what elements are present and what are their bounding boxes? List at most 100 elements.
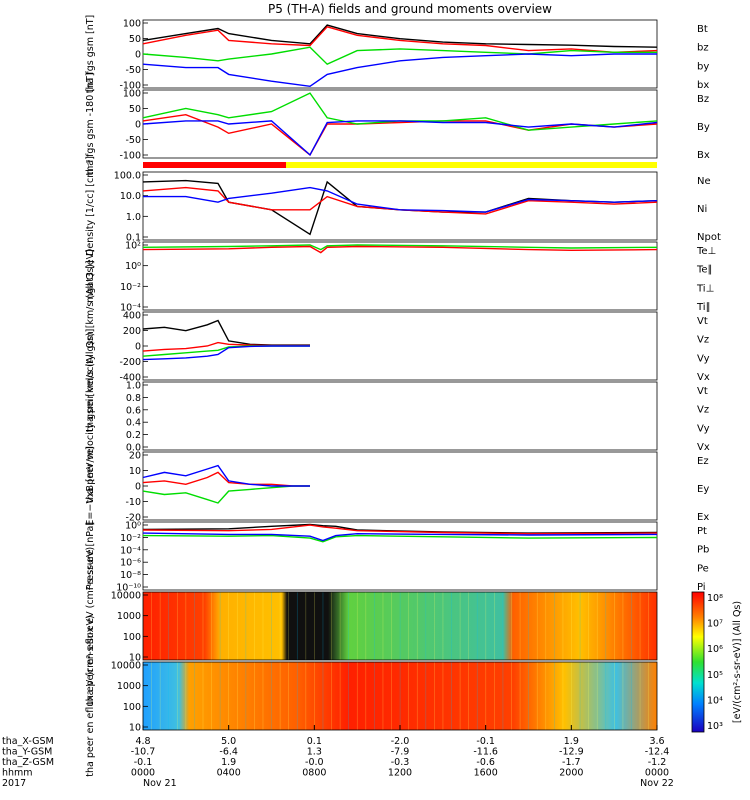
colorbar-tick-label: 10⁸ [707,593,723,604]
peer_spec-ytick-label: 100 [123,702,141,713]
bfield_fgs2-ytick-label: 0 [135,120,141,131]
x-axis-value: 0400 [217,768,241,779]
pressure-ytick-label: 10⁰ [125,521,141,532]
colorbar-ticks: 10⁸ 10⁷ 10⁶ 10⁵ 10⁴ 10³ [707,593,723,732]
bfield_fgs-ylabel: tha fgs gsm [nT] [85,15,96,93]
bfield_fgs2-legend-Bx: Bx [697,150,710,161]
efield-ytick-label: 20 [129,451,141,462]
x-axis-value: -1.7 [562,757,581,768]
peer_spec-ytick-label: 10 [129,723,141,734]
x-axis-value: 1.3 [307,747,322,758]
bfield_fgs2-legend-By: By [697,122,710,133]
peir_spec-ytick-label: 10 [129,653,141,664]
x-axis-value: -0.3 [391,757,410,768]
peir_spec-ylabel: tha peir en eflux eV (cm²-s-sr-eV) [85,547,96,705]
peer_velocity-ytick-label: 0.0 [126,443,141,454]
colorbar-tick-label: 10⁶ [707,644,723,655]
peer_spec-image [143,662,657,730]
bfield_fgs2-ytick-label: 50 [129,104,141,115]
efield-ytick-label: 0 [135,482,141,493]
pressure-series-Pi [142,532,658,542]
pressure-series-Pb [142,524,658,535]
bfield_fgs2-ytick-label: -100 [119,151,141,162]
density-ytick-label: 1.0 [126,212,141,223]
x-axis-value: -7.9 [391,747,410,758]
temperature-legend-Ti∥: Ti∥ [696,302,711,313]
peir_velocity-series-Vy [142,345,310,357]
efield-series-Ex [142,464,310,487]
colorbar-tick-label: 10³ [707,721,723,732]
x-axis-value: 4.8 [135,736,150,747]
page-title: P5 (TH-A) fields and ground moments over… [268,2,552,16]
bfield_fgs2-panel: 100 50 0 -50 -100 tha fgs gsm -180 [nT] Bz By Bx [85,72,710,175]
x-axis-value: Nov 22 [640,778,674,789]
x-axis-row-label: hhmm [2,768,33,779]
pressure-legend-Pb: Pb [697,545,709,556]
pressure-legend-Pt: Pt [697,526,707,537]
x-axis-value: 2000 [559,768,583,779]
bfield_fgs-panel: 100 50 0 -50 -100 tha fgs gsm [nT] Bt bz by bx [85,15,709,93]
efield-ytick-label: 10 [129,466,141,477]
efield-ytick-label: -20 [125,513,141,524]
pressure-legend-Pe: Pe [697,563,709,574]
x-axis-value: -0.0 [305,757,324,768]
pressure-ytick-label: 10⁻⁶ [120,558,141,569]
peir_velocity-ytick-label: 400 [123,311,141,322]
x-axis-value: -0.6 [476,757,495,768]
density-series-Ne [142,186,658,215]
x-axis-value: 1.9 [221,757,236,768]
temperature-frame [142,241,658,311]
peer_spec-ytick-label: 10000 [111,661,141,672]
peer_velocity-ytick-label: 1.0 [126,381,141,392]
peer_velocity-legend-Vx: Vx [697,442,710,453]
peir_spec-ytick-label: 100 [123,632,141,643]
density-ytick-label: 100.0 [114,171,141,182]
peer_spec-panel: 10000 1000 100 10 tha peer en eflux eV (cm²-… [85,615,658,777]
peir_spec-ytick-label: 10000 [111,591,141,602]
pressure-ytick-label: 10⁻⁴ [120,545,141,556]
density-legend-Npot: Npot [697,232,721,243]
temperature-series-Ti [142,244,658,251]
bfield_fgs-ytick-label: -50 [125,65,141,76]
bfield_fgs-series-by [142,46,657,66]
density-ytick-label: 10.0 [120,191,141,202]
peir_velocity-ytick-label: -200 [119,357,141,368]
x-axis-value: 3.6 [649,736,664,747]
density-panel: 100.0 10.0 1.0 0.1 Density [1/cc] [cm⁻³] Ne Ni… [85,156,721,256]
peir_velocity-ytick-label: 200 [123,326,141,337]
peer_velocity-ytick-label: 0.4 [126,418,141,429]
temperature-ytick-label: 10² [125,241,141,252]
density-legend-Ne: Ne [697,176,711,187]
x-axis-value: 0.1 [307,736,322,747]
peir_spec-ytick-label: 1000 [117,611,141,622]
x-axis-value: -1.2 [648,757,667,768]
peer_spec-ylabel: tha peer en eflux eV (cm²-s-sr-eV) [85,615,96,777]
peer_velocity-legend-Vy: Vy [697,423,710,434]
peer_spec-ytick-label: 1000 [117,681,141,692]
peir_velocity-frame [142,311,658,381]
efield-legend-Ey: Ey [697,484,709,495]
pressure-ytick-label: 10⁻⁸ [120,570,141,581]
density-ylabel: Density [1/cc] [cm⁻³] [85,156,96,256]
efield-frame [142,451,658,521]
pressure-legend-Pi: Pi [697,582,706,593]
x-axis-value: -12.9 [559,747,584,758]
peir_velocity-legend-Vy: Vy [697,353,710,364]
x-axis-value: 0000 [131,768,155,779]
bfield_fgs2-ytick-label: 100 [123,89,141,100]
x-axis-value: Nov 21 [143,778,177,789]
pressure-ylabel: Pressure [nPa] [85,522,96,590]
peir_velocity-series-Vt [142,319,310,346]
peir_spec-panel: 10000 1000 100 10 tha peir en eflux eV (cm²-… [85,547,658,705]
x-axis-value: -2.0 [391,736,410,747]
peir_velocity-ylabel: tha peir velocity gsm [km/s (All Qs)] [85,260,96,431]
bfield_fgs-series-bx [142,53,657,88]
colorbar-label: [eV/(cm²-s-sr-eV)] (All Qs) [732,601,743,723]
x-axis-value: -12.4 [645,747,670,758]
temperature-ytick-label: 10⁰ [125,261,141,272]
pressure-ytick-label: 10⁻² [120,533,141,544]
x-axis-value: 0800 [302,768,326,779]
